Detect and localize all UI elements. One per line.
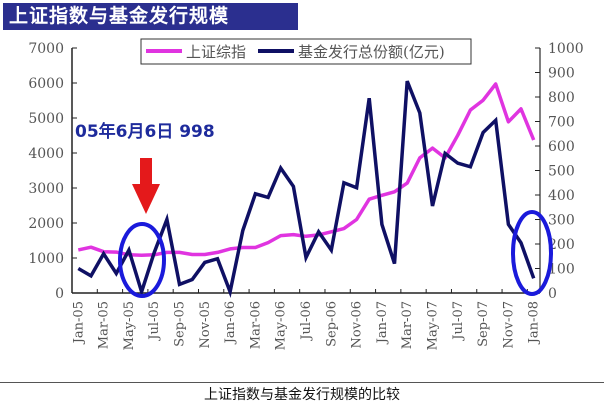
x-axis-tick-label: Mar-05 [97,301,112,349]
right-axis-tick-label: 700 [548,115,575,131]
left-axis-tick-label: 6000 [28,76,64,92]
x-axis-tick-label: Jul-06 [299,301,314,342]
red-arrow-icon [132,158,160,214]
right-axis-tick-label: 100 [548,262,575,278]
chart-caption: 上证指数与基金发行规模的比较 [204,387,400,403]
left-axis-tick-label: 7000 [28,41,64,57]
chart-title: 上证指数与基金发行规模 [3,3,298,30]
right-axis-tick-label: 300 [548,213,575,229]
x-axis-tick-label: Sep-07 [476,301,491,347]
right-axis-tick-label: 900 [548,66,575,82]
left-axis-tick-label: 1000 [28,251,64,267]
x-axis-tick-label: May-06 [274,301,289,350]
right-axis-tick-label: 800 [548,90,575,106]
x-axis-tick-label: Mar-06 [248,301,263,349]
right-axis-tick-label: 400 [548,188,575,204]
left-axis-tick-label: 5000 [28,111,64,127]
right-y-axis: 0 100 200 300 400 500 600 700 800 900 1000 [535,41,584,302]
left-axis-tick-label: 4000 [28,146,64,162]
chart-area: 0 1000 2000 3000 4000 5000 6000 7000 0 100 200 300… [28,38,584,350]
legend-label-fund: 基金发行总份额(亿元) [298,43,445,61]
x-axis-tick-label: May-07 [425,301,440,350]
highlight-circle-jun05 [118,222,166,298]
x-axis-tick-label: Jan-05 [71,301,86,345]
right-axis-tick-label: 600 [548,139,575,155]
left-axis-tick-label: 2000 [28,216,64,232]
x-axis-tick-label: Nov-07 [501,301,516,348]
x-axis-tick-label: Sep-06 [324,301,339,347]
legend: 上证综指 基金发行总份额(亿元) [140,38,472,65]
x-axis-tick-label: Jan-07 [375,301,390,345]
right-axis-tick-label: 500 [548,164,575,180]
fund-issuance-line [77,80,536,299]
x-axis-tick-label: Mar-07 [400,301,415,349]
left-axis-tick-label: 3000 [28,181,64,197]
caption-divider [0,382,604,383]
left-axis-tick-label: 0 [55,286,64,302]
right-axis-tick-label: 200 [548,237,575,253]
x-axis-tick-label: Jan-06 [223,301,238,345]
x-axis-tick-label: Jul-07 [451,301,466,342]
highlight-circle-jan08 [511,210,553,296]
left-y-axis: 0 1000 2000 3000 4000 5000 6000 7000 [28,41,77,302]
x-axis-tick-label: May-05 [122,301,137,350]
right-axis-tick-label: 0 [548,286,557,302]
legend-label-index: 上证综指 [186,43,246,61]
x-axis-tick-label: Jan-08 [527,301,542,345]
x-axis-tick-label: Nov-05 [198,301,213,348]
x-axis-tick-label: Jul-05 [147,301,162,342]
x-axis-tick-label: Nov-06 [350,301,365,348]
x-axis-tick-label: Sep-05 [173,301,188,347]
annotation-text: 05年6月6日 998 [75,121,215,142]
x-axis: Jan-05 Mar-05 May-05 Jul-05 Sep-05 Nov-05 Jan-… [71,289,542,350]
right-axis-tick-label: 1000 [548,41,584,57]
